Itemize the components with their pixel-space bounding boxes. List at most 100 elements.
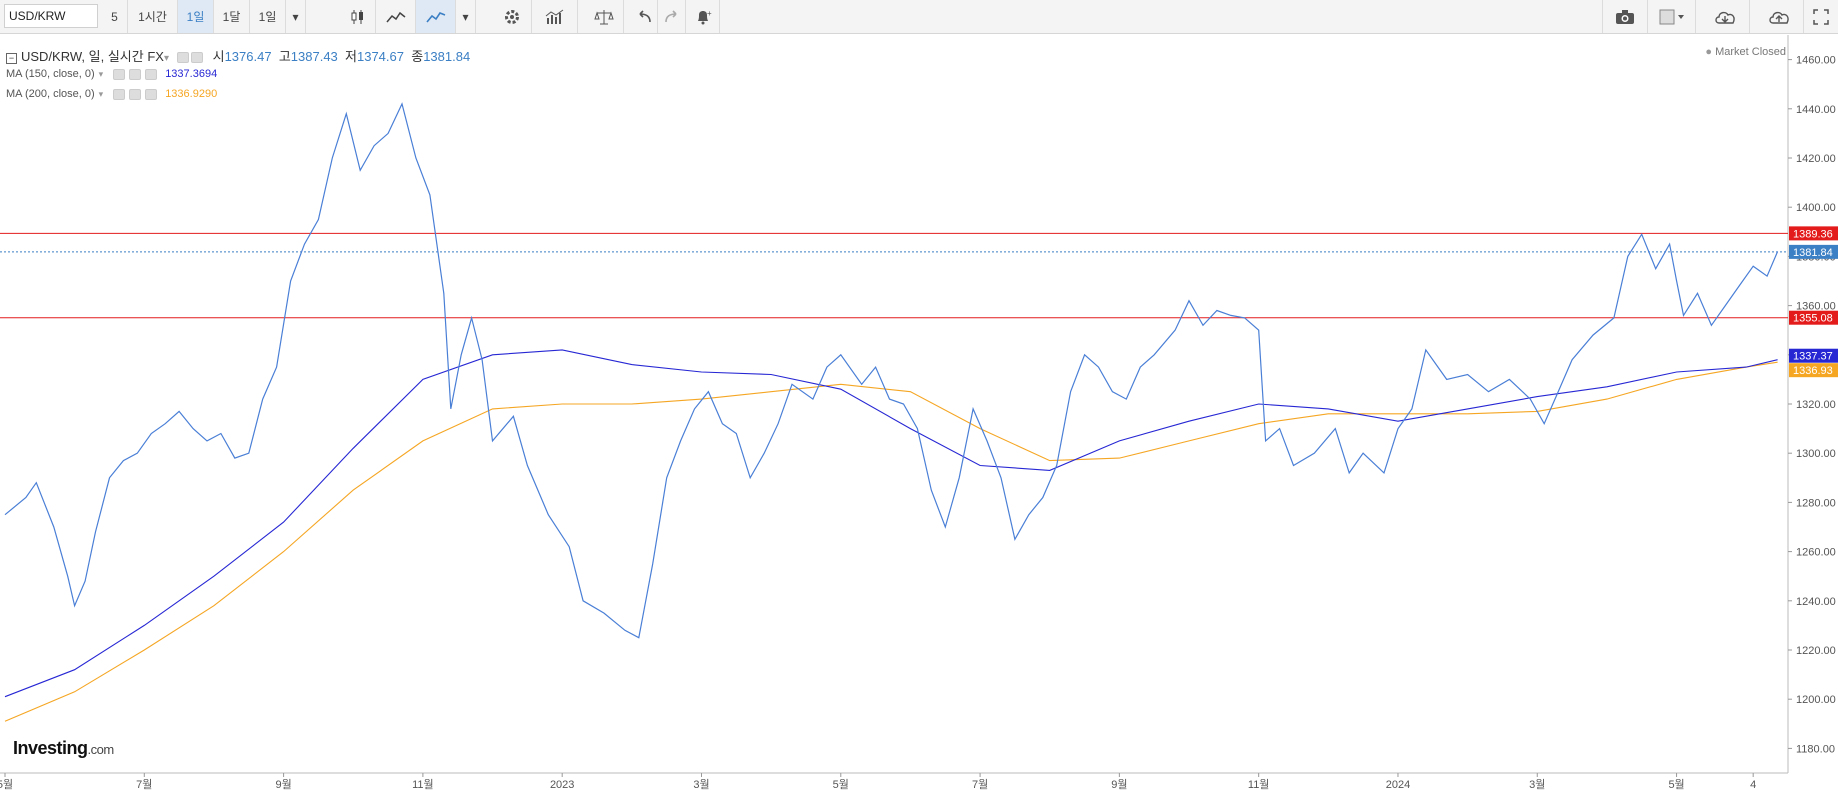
fullscreen-button[interactable]: [1804, 0, 1838, 33]
x-tick-label: 4: [1750, 779, 1756, 790]
low-label: 저: [345, 49, 357, 64]
chevron-down-icon: ▾: [292, 9, 299, 24]
camera-icon: [1616, 9, 1634, 24]
interval-1h-button[interactable]: 1시간: [128, 0, 178, 33]
x-tick-label: 2024: [1386, 779, 1410, 790]
scale-icon: [593, 9, 614, 24]
x-tick-label: 11월: [412, 778, 434, 790]
interval-5-button[interactable]: 5: [102, 0, 128, 33]
indicator-remove-icon[interactable]: [145, 68, 158, 80]
symbol-search-input[interactable]: USD/KRW: [4, 4, 98, 28]
x-tick-label: 5월: [833, 778, 849, 790]
x-tick-label: 11월: [1248, 778, 1270, 790]
series-line: [4, 349, 1778, 698]
cloud-download-icon: [1714, 11, 1735, 24]
area-chart-button[interactable]: [376, 0, 416, 33]
x-tick-label: 5월: [0, 778, 13, 790]
interval-dropdown-button[interactable]: ▾: [286, 0, 306, 33]
price-label: 1355.08: [1793, 313, 1833, 325]
x-tick-label: 2023: [550, 779, 574, 790]
indicators-button[interactable]: [532, 0, 578, 33]
toolbar: USD/KRW 5 1시간 1일 1달 1일 ▾ ▾ +: [0, 0, 1838, 34]
investing-logo: Investing.com: [13, 738, 114, 759]
series-line: [4, 102, 1779, 639]
redo-icon: [664, 9, 677, 22]
redo-button[interactable]: [658, 0, 686, 33]
line-chart-button[interactable]: [416, 0, 456, 33]
price-label-bg: [1789, 226, 1838, 241]
y-tick-label: 1320.00: [1796, 399, 1836, 411]
square-icon: [1659, 9, 1684, 24]
price-label-bg: [1789, 310, 1838, 325]
fullscreen-icon: [1813, 8, 1829, 25]
price-label-bg: [1789, 244, 1838, 259]
interval-custom-button[interactable]: 1일: [250, 0, 286, 33]
price-label: 1389.36: [1793, 228, 1833, 240]
indicator-value: 1337.3694: [165, 68, 218, 80]
indicator-label: MA (200, close, 0): [6, 88, 95, 100]
indicator-label: MA (150, close, 0): [6, 68, 95, 80]
y-tick-label: 1460.00: [1796, 55, 1836, 67]
chevron-down-icon[interactable]: ▾: [98, 68, 104, 79]
chart-type-dropdown[interactable]: ▾: [456, 0, 476, 33]
indicator-ma-200[interactable]: MA (200, close, 0) ▾ 1336.9290: [6, 88, 217, 100]
undo-button[interactable]: [630, 0, 658, 33]
logo-suffix: .com: [87, 742, 115, 757]
y-tick-label: 1280.00: [1796, 497, 1836, 509]
series-line: [4, 361, 1778, 722]
y-tick-label: 1300.00: [1796, 448, 1836, 460]
collapse-icon[interactable]: −: [6, 53, 17, 64]
low-value: 1374.67: [356, 49, 404, 64]
screenshot-button[interactable]: [1602, 0, 1648, 33]
chevron-down-icon: ▾: [462, 9, 469, 24]
y-tick-label: 1220.00: [1796, 645, 1836, 657]
layout-button[interactable]: [1648, 0, 1696, 33]
indicators-icon: [545, 9, 563, 24]
indicator-value: 1336.9290: [165, 88, 218, 100]
y-axis: 1180.00 1200.00 1220.00 1240.00 1260.00 1280.…: [1787, 35, 1836, 773]
compare-button[interactable]: [584, 0, 624, 33]
load-cloud-button[interactable]: [1702, 0, 1750, 33]
candles-button[interactable]: [340, 0, 376, 33]
alert-button[interactable]: +: [686, 0, 720, 33]
price-chart[interactable]: 1180.00 1200.00 1220.00 1240.00 1260.00 1280.…: [0, 35, 1838, 790]
indicator-settings-icon[interactable]: [129, 68, 142, 80]
settings-button[interactable]: [492, 0, 532, 33]
indicator-ma-150[interactable]: MA (150, close, 0) ▾ 1337.3694: [6, 68, 217, 80]
x-tick-label: 7월: [972, 778, 988, 790]
save-cloud-button[interactable]: [1756, 0, 1804, 33]
high-value: 1387.43: [290, 49, 338, 64]
market-status-text: Market Closed: [1715, 46, 1786, 58]
close-value: 1381.84: [423, 49, 471, 64]
y-tick-label: 1440.00: [1796, 104, 1836, 116]
x-tick-label: 9월: [1111, 778, 1127, 790]
close-label: 종: [411, 49, 424, 64]
ma-label: 1336.93: [1793, 365, 1833, 377]
indicator-settings-icon[interactable]: [129, 88, 142, 100]
y-tick-label: 1400.00: [1796, 202, 1836, 214]
chart-legend: − USD/KRW, 일, 실시간 FX▾ 시1376.47 고1387.43 저…: [6, 46, 470, 65]
indicator-remove-icon[interactable]: [145, 88, 158, 100]
legend-settings-icons[interactable]: [176, 52, 203, 64]
y-tick-label: 1420.00: [1796, 153, 1836, 165]
chevron-down-icon[interactable]: ▾: [98, 88, 104, 99]
x-tick-label: 3월: [1529, 778, 1545, 790]
indicator-visibility-icon[interactable]: [113, 68, 126, 80]
logo-brand: Investing: [13, 738, 88, 758]
candlestick-icon: [351, 9, 363, 24]
svg-text:+: +: [707, 9, 712, 18]
x-axis: 5월 7월 9월 11월 2023 3월 5월 7월 9월 11월 2024 3월 5월 4: [0, 772, 1788, 790]
open-value: 1376.47: [224, 49, 272, 64]
mountain-chart-icon: [385, 11, 405, 22]
indicator-visibility-icon[interactable]: [113, 88, 126, 100]
interval-1mo-button[interactable]: 1달: [214, 0, 250, 33]
interval-1d-button[interactable]: 1일: [178, 0, 214, 33]
x-tick-label: 3월: [693, 778, 709, 790]
chevron-down-icon[interactable]: ▾: [163, 53, 169, 64]
series-lines: [4, 102, 1779, 722]
y-tick-label: 1360.00: [1796, 301, 1836, 313]
y-tick-label: 1260.00: [1796, 547, 1836, 559]
horizontal-lines: [0, 232, 1788, 319]
ma-label-bg: [1789, 363, 1838, 378]
undo-icon: [638, 9, 651, 22]
